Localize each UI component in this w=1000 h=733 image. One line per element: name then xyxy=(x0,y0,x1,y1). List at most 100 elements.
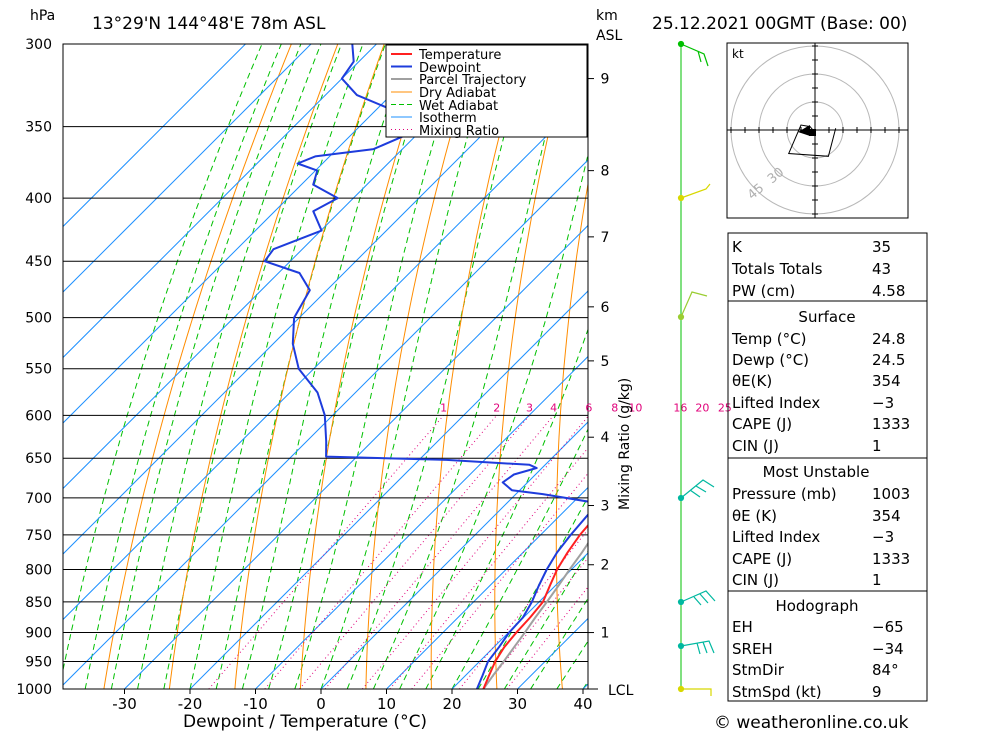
mixing-ratio-label: 20 xyxy=(695,401,709,414)
km-tick-label: 4 xyxy=(601,430,610,446)
pressure-tick-label: 650 xyxy=(25,451,52,467)
pressure-axis-labels: 300 350 400 450 500 550 600 650 700 750 800 850 900 9… xyxy=(16,37,52,698)
parcel-trajectory-line xyxy=(482,541,588,689)
isotherm-line xyxy=(63,159,588,686)
pressure-tick-label: 450 xyxy=(25,254,52,270)
x-axis-title: Dewpoint / Temperature (°C) xyxy=(183,712,427,732)
km-tick-label: 8 xyxy=(601,164,610,180)
mixing-ratio-label: 1 xyxy=(440,401,447,414)
isotherm-line xyxy=(63,93,588,621)
mixing-ratio-label: 6 xyxy=(585,401,592,414)
table-value: 354 xyxy=(872,372,901,390)
isotherm-line xyxy=(386,486,588,689)
x-tick-label: 20 xyxy=(442,695,461,713)
legend-parcel: Parcel Trajectory xyxy=(419,73,527,88)
wet-adiabat-line xyxy=(215,44,386,689)
pressure-tick-label: 1000 xyxy=(16,682,52,698)
isotherm-line xyxy=(451,552,588,689)
hpa-axis-unit: hPa xyxy=(30,8,55,24)
legend: Temperature Dewpoint Parcel Trajectory D… xyxy=(385,44,588,139)
mixing-ratio-line xyxy=(208,415,445,689)
pressure-tick-label: 950 xyxy=(25,655,52,671)
table-label: Totals Totals xyxy=(731,260,823,278)
table-value: 1333 xyxy=(872,415,910,433)
wet-adiabat-line xyxy=(451,428,588,689)
table-value: 35 xyxy=(872,238,891,256)
km-tick-label: 3 xyxy=(601,499,610,515)
table-label: θE(K) xyxy=(732,372,772,390)
plot-frame xyxy=(62,43,589,690)
mixing-ratio-line xyxy=(324,415,555,689)
km-tick-label: 9 xyxy=(601,72,610,88)
km-tick-label: 5 xyxy=(601,354,610,370)
legend-dry-adiabat: Dry Adiabat xyxy=(419,86,496,101)
table-label: Temp (°C) xyxy=(731,330,806,348)
table-value: 24.5 xyxy=(872,351,905,369)
wet-adiabat-line xyxy=(189,44,364,689)
hodograph-table-frame xyxy=(727,590,928,702)
wind-barb-400 xyxy=(677,183,711,202)
pressure-tick-label: 300 xyxy=(25,37,52,53)
mixing-ratio-line xyxy=(459,528,588,689)
table-label: SREH xyxy=(732,640,773,658)
table-value: 1333 xyxy=(872,550,910,568)
wind-barb-300 xyxy=(677,40,709,67)
table-value: 24.8 xyxy=(872,330,905,348)
isotherm-line xyxy=(63,44,246,228)
pressure-tick-label: 550 xyxy=(25,362,52,378)
wet-adiabat-line xyxy=(320,44,495,689)
wet-adiabat-line xyxy=(294,44,464,689)
wet-adiabat-line xyxy=(346,44,530,689)
skewt-plot-area xyxy=(63,44,588,689)
pressure-lines xyxy=(63,44,588,689)
most-unstable-table: Most Unstable Pressure (mb) 1003 θE (K) … xyxy=(727,457,928,592)
table-value: −34 xyxy=(872,640,904,658)
table-value: 1 xyxy=(872,571,882,589)
legend-mixing-ratio: Mixing Ratio xyxy=(419,124,499,139)
mixing-ratio-label: 10 xyxy=(628,401,642,414)
isotherm-line xyxy=(63,44,312,293)
wet-adiabat-line xyxy=(110,44,302,689)
temperature-axis-ticks: -30 -20 -10 0 10 20 30 40 xyxy=(112,689,593,713)
pressure-tick-label: 800 xyxy=(25,562,52,578)
pressure-tick-label: 700 xyxy=(25,491,52,507)
mixing-ratio-label: 3 xyxy=(526,401,533,414)
dewpoint-line xyxy=(263,44,588,689)
km-tick-label: 1 xyxy=(601,626,610,642)
isotherms xyxy=(63,44,588,689)
mixing-ratio-label: 16 xyxy=(673,401,687,414)
x-tick-label: 10 xyxy=(377,695,396,713)
isotherm-line xyxy=(63,44,443,424)
station-location: 13°29'N 144°48'E 78m ASL xyxy=(92,14,326,34)
table-label: EH xyxy=(732,618,753,636)
wet-adiabat-line xyxy=(425,327,588,689)
sounding-datetime: 25.12.2021 00GMT (Base: 00) xyxy=(652,14,907,34)
dry-adiabat-line xyxy=(234,44,385,689)
km-tick-label: 6 xyxy=(601,300,610,316)
pressure-tick-label: 500 xyxy=(25,311,52,327)
table-label: Lifted Index xyxy=(732,528,820,546)
wet-adiabat-line xyxy=(399,152,588,689)
wet-adiabat-line xyxy=(63,44,263,673)
wet-adiabat-line xyxy=(372,44,570,689)
mixing-ratio-line xyxy=(264,415,498,689)
x-tick-label: 40 xyxy=(573,695,592,713)
mixing-ratio-axis-title: Mixing Ratio (g/kg) xyxy=(617,378,633,510)
surface-table: Surface Temp (°C) 24.8 Dewp (°C) 24.5 θE… xyxy=(727,300,928,459)
hodograph-table-title: Hodograph xyxy=(775,597,858,615)
copyright-link[interactable]: © weatheronline.co.uk xyxy=(714,713,909,733)
mixing-ratio-line xyxy=(482,557,588,689)
wet-adiabat-line xyxy=(241,44,410,689)
km-axis-unit: km xyxy=(596,8,618,24)
hodograph: kt 30 45 xyxy=(726,42,909,219)
pressure-tick-label: 350 xyxy=(25,120,52,136)
storm-motion-dot xyxy=(809,129,816,136)
table-label: K xyxy=(732,238,743,256)
dry-adiabat-line xyxy=(168,44,339,689)
pressure-tick-label: 750 xyxy=(25,528,52,544)
table-value: −65 xyxy=(872,618,904,636)
wet-adiabat-line xyxy=(268,44,436,689)
table-value: 1 xyxy=(872,437,882,455)
x-tick-label: -10 xyxy=(243,695,268,713)
x-tick-label: -20 xyxy=(178,695,203,713)
